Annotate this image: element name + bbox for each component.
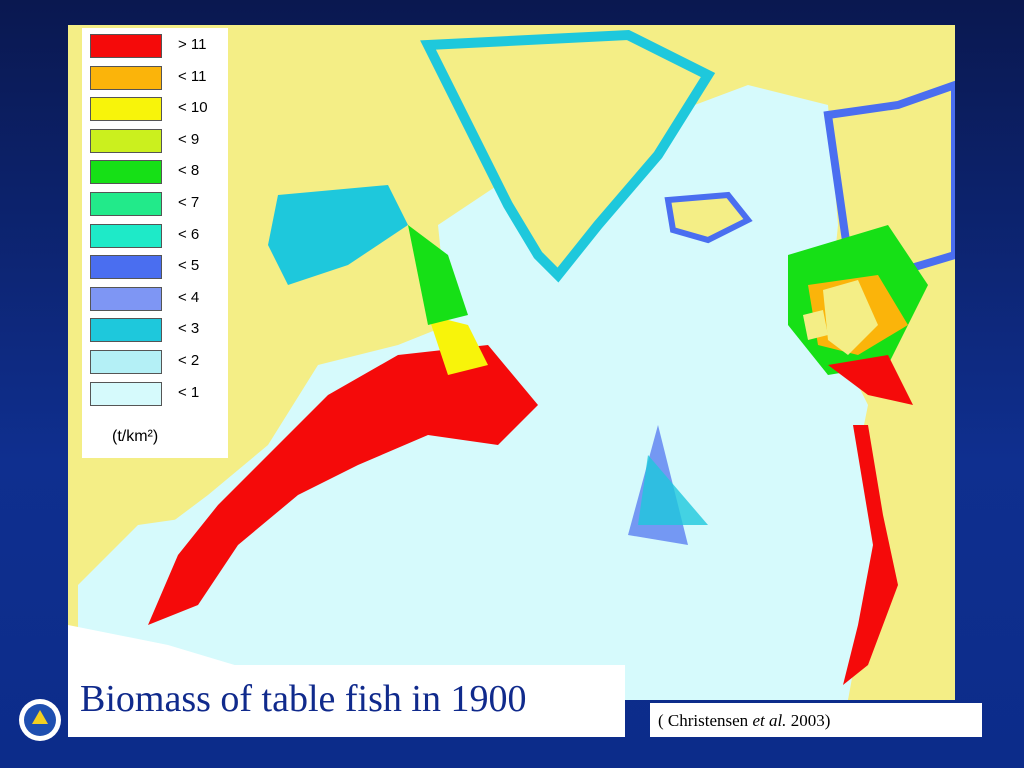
legend-swatch [90,192,162,216]
legend: > 11 < 11 < 10 < 9 < 8 < 7 < 6 < 5 < 4 < 3 < 2 < 1 … [82,28,228,458]
legend-swatch [90,97,162,122]
legend-swatch [90,381,162,406]
legend-label: > 11 [178,36,207,53]
citation: ( Christensen et al. 2003) [658,711,830,731]
title-box: Biomass of table fish in 1900 [68,665,625,737]
citation-italic: et al. [752,711,787,730]
map [68,25,955,700]
legend-swatch [90,286,162,311]
citation-box: ( Christensen et al. 2003) [650,703,982,737]
legend-unit: (t/km²) [112,428,159,445]
slide-title: Biomass of table fish in 1900 [80,678,527,720]
legend-swatch [90,255,162,280]
legend-label: < 11 [178,67,207,85]
legend-swatch [90,34,162,58]
legend-label: < 7 [178,194,200,211]
legend-label: < 8 [178,162,200,180]
legend-label: < 1 [178,383,200,401]
legend-swatch [90,350,162,374]
legend-swatch [90,65,162,90]
citation-text: ( Christensen [658,711,753,730]
legend-swatch [90,223,162,248]
legend-label: < 3 [178,320,200,338]
citation-text: 2003) [786,711,831,730]
legend-label: < 10 [178,99,208,117]
legend-swatch [90,318,162,343]
legend-label: < 6 [178,225,200,243]
legend-label: < 4 [178,288,200,306]
legend-label: < 2 [178,352,200,369]
legend-label: < 5 [178,257,200,275]
legend-label: < 9 [178,130,200,148]
logo [19,699,61,741]
legend-swatch [90,160,162,185]
legend-swatch [90,128,162,153]
